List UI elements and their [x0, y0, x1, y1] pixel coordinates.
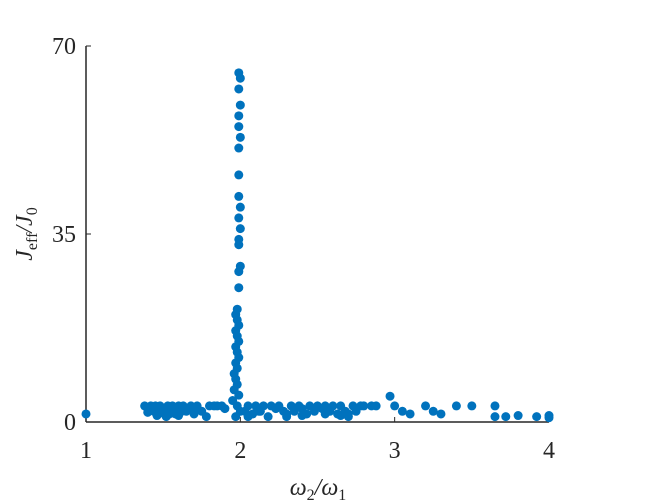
point — [467, 401, 477, 411]
point — [254, 406, 264, 416]
point — [235, 132, 245, 142]
point — [390, 401, 400, 411]
x-label-part: ω — [290, 475, 307, 501]
point — [490, 412, 500, 422]
x-axis-label: ω2/ω1 — [290, 475, 347, 503]
y-tick-label: 35 — [52, 222, 76, 248]
point — [181, 406, 191, 416]
point — [234, 213, 244, 223]
point — [234, 84, 244, 94]
point — [490, 401, 500, 411]
point — [336, 411, 346, 421]
y-label-part: /J — [12, 214, 38, 235]
point — [235, 100, 245, 110]
point — [234, 240, 244, 250]
point — [428, 406, 438, 416]
x-label-sub: 2 — [307, 487, 315, 503]
point — [451, 401, 461, 411]
point — [501, 412, 511, 422]
x-tick-label: 4 — [543, 438, 555, 464]
point — [234, 390, 244, 400]
point — [359, 401, 369, 411]
point — [189, 404, 199, 414]
point — [143, 407, 153, 417]
x-label-sub: 1 — [338, 487, 346, 503]
y-tick-label: 0 — [64, 410, 76, 436]
x-tick-label: 3 — [389, 438, 401, 464]
point — [328, 401, 338, 411]
x-tick-label: 2 — [234, 438, 246, 464]
point — [220, 404, 230, 414]
point — [234, 122, 244, 132]
point — [544, 413, 554, 423]
point — [201, 412, 211, 422]
point — [169, 402, 179, 412]
point — [532, 412, 542, 422]
y-tick-label: 70 — [52, 34, 76, 60]
point — [421, 401, 431, 411]
y-label-part: J — [12, 249, 38, 261]
point — [234, 267, 244, 277]
point — [282, 409, 292, 419]
point — [234, 191, 244, 201]
point — [343, 409, 353, 419]
point — [81, 409, 91, 419]
x-label-part: /ω — [313, 475, 339, 501]
point — [397, 406, 407, 416]
x-tick-label: 1 — [80, 438, 92, 464]
point — [164, 409, 174, 419]
point — [234, 283, 244, 293]
point — [234, 143, 244, 153]
point — [513, 411, 523, 421]
point — [235, 224, 245, 234]
point — [297, 411, 307, 421]
point — [320, 409, 330, 419]
point — [234, 170, 244, 180]
y-axis-label: Jeff/J0 — [12, 207, 41, 260]
point — [371, 401, 381, 411]
y-label-sub: eff — [24, 232, 41, 250]
point — [436, 409, 446, 419]
point — [231, 412, 241, 422]
point — [263, 412, 273, 422]
point — [235, 73, 245, 83]
point — [385, 391, 395, 401]
y-label-sub: 0 — [24, 207, 41, 215]
point — [405, 409, 415, 419]
point — [235, 202, 245, 212]
point — [234, 111, 244, 121]
point — [243, 401, 253, 411]
point — [243, 412, 253, 422]
point — [174, 411, 184, 421]
